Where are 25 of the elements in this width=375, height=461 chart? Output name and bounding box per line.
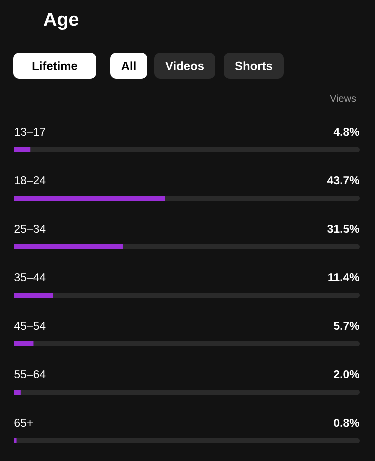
- y-tick-label: 18–24: [15, 176, 46, 185]
- y-tick-label: 13–17: [15, 128, 46, 136]
- y-tick-label: 35–44: [14, 273, 46, 282]
- y-tick-label: 55–64: [14, 370, 46, 379]
- data-label: 31.5%: [328, 224, 360, 234]
- text: All: [122, 62, 136, 70]
- bar: [14, 390, 21, 396]
- bar: [14, 342, 34, 347]
- text: Shorts: [235, 62, 272, 70]
- bar: [14, 293, 54, 298]
- y-tick-label: 65+: [14, 418, 34, 428]
- data-label: 4.8%: [334, 128, 360, 136]
- data-label: 43.7%: [327, 176, 360, 185]
- text: Lifetime: [32, 62, 78, 70]
- bar: [14, 438, 17, 444]
- chart-title: Age: [44, 12, 79, 30]
- bar: [14, 148, 31, 153]
- y-tick-label: 45–54: [14, 322, 46, 330]
- y-tick-label: 25–34: [14, 224, 46, 234]
- text: Videos: [166, 62, 204, 70]
- data-label: 2.0%: [334, 370, 360, 379]
- text: Views: [330, 94, 356, 102]
- data-label: 5.7%: [334, 322, 360, 330]
- data-label: 11.4%: [328, 273, 360, 282]
- data-label: 0.8%: [334, 418, 360, 428]
